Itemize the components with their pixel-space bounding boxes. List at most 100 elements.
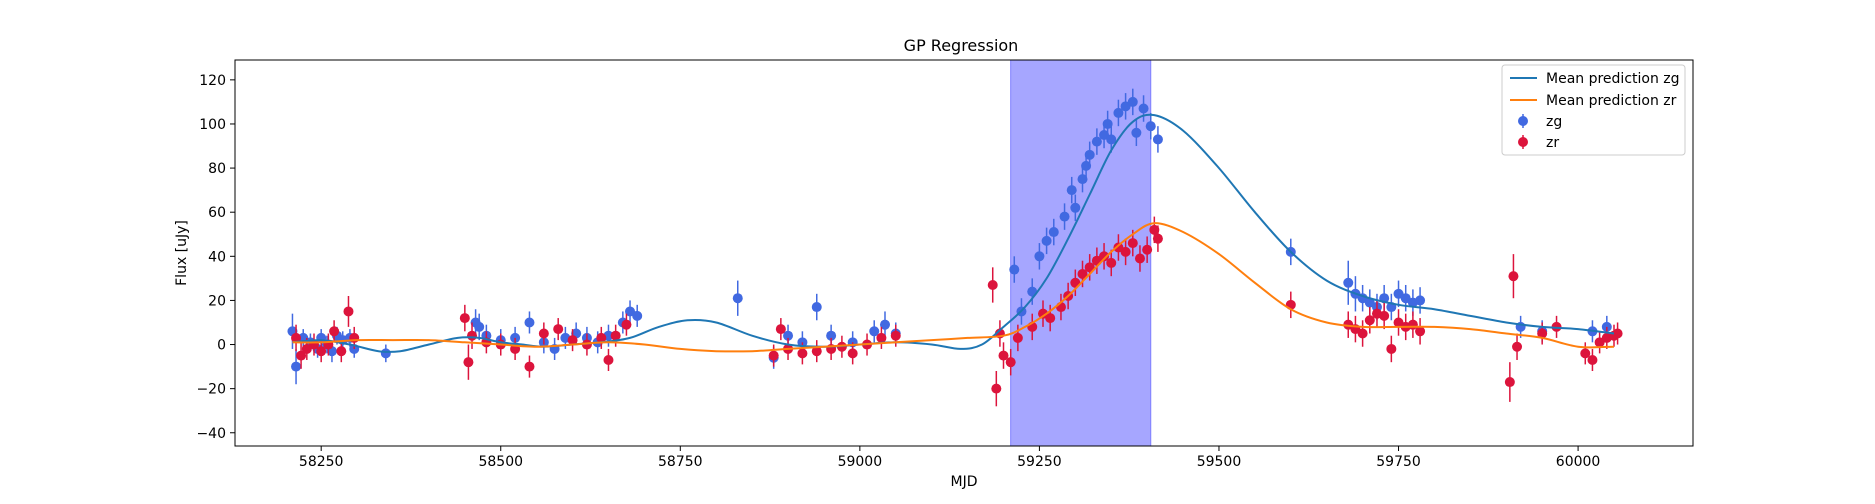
series-zr bbox=[291, 216, 1623, 407]
data-point-zr bbox=[1379, 310, 1390, 321]
x-tick-label: 58750 bbox=[658, 454, 703, 470]
data-point-zr bbox=[1005, 357, 1016, 368]
data-point-zr bbox=[621, 319, 632, 330]
legend-marker-zr bbox=[1518, 137, 1528, 147]
data-point-zg bbox=[1059, 211, 1070, 222]
data-point-zg bbox=[1152, 134, 1163, 145]
plot-area bbox=[234, 59, 1694, 447]
data-point-zr bbox=[316, 346, 327, 357]
data-point-zg bbox=[1102, 118, 1113, 129]
data-point-zr bbox=[1077, 268, 1088, 279]
data-point-zr bbox=[991, 383, 1002, 394]
data-point-zg bbox=[1070, 202, 1081, 213]
data-point-zg bbox=[1120, 101, 1131, 112]
data-point-zr bbox=[1142, 244, 1153, 255]
x-axis-ticks: 58250 58500 58750 59000 59250 59500 59750 60000 bbox=[299, 446, 1600, 470]
data-point-zr bbox=[1127, 238, 1138, 249]
data-point-zr bbox=[1580, 348, 1591, 359]
data-point-zr bbox=[524, 361, 535, 372]
errorbar-layer bbox=[287, 88, 1623, 407]
data-point-zr bbox=[343, 306, 354, 317]
x-tick-label: 58500 bbox=[478, 454, 523, 470]
data-point-zg bbox=[1084, 149, 1095, 160]
line-mean-prediction-zr bbox=[292, 222, 1615, 353]
x-tick-label: 59250 bbox=[1017, 454, 1062, 470]
line-layer bbox=[292, 113, 1615, 354]
data-point-zr bbox=[1149, 224, 1160, 235]
y-tick-label: 120 bbox=[199, 73, 226, 89]
data-point-zr bbox=[1343, 319, 1354, 330]
data-point-zr bbox=[336, 346, 347, 357]
data-point-zr bbox=[459, 313, 470, 324]
x-tick-label: 60000 bbox=[1556, 454, 1601, 470]
y-tick-label: −20 bbox=[196, 382, 226, 398]
data-point-zr bbox=[1386, 343, 1397, 354]
data-point-zr bbox=[1113, 242, 1124, 253]
data-point-zr bbox=[811, 346, 822, 357]
x-tick-label: 59500 bbox=[1197, 454, 1242, 470]
y-tick-label: −40 bbox=[196, 426, 226, 442]
data-point-zr bbox=[553, 324, 564, 335]
data-point-zg bbox=[879, 319, 890, 330]
data-point-zg bbox=[1066, 185, 1077, 196]
data-point-zr bbox=[329, 326, 340, 337]
y-tick-label: 40 bbox=[208, 249, 226, 265]
data-point-zr bbox=[1393, 317, 1404, 328]
data-point-zr bbox=[1415, 326, 1426, 337]
data-point-zr bbox=[1508, 271, 1519, 282]
data-point-zr bbox=[467, 330, 478, 341]
data-point-zr bbox=[567, 335, 578, 346]
y-tick-label: 80 bbox=[208, 161, 226, 177]
legend-label-zg-mean: Mean prediction zg bbox=[1546, 71, 1680, 87]
data-point-zg bbox=[811, 302, 822, 313]
line-mean-prediction-zg bbox=[292, 113, 1615, 354]
y-tick-label: 0 bbox=[217, 338, 226, 354]
data-point-zg bbox=[632, 310, 643, 321]
data-point-zg bbox=[1077, 174, 1088, 185]
data-point-zr bbox=[603, 354, 614, 365]
data-point-zr bbox=[1364, 315, 1375, 326]
data-point-zr bbox=[768, 350, 779, 361]
data-point-zr bbox=[1084, 262, 1095, 273]
data-point-zg bbox=[625, 306, 636, 317]
data-point-zg bbox=[1400, 293, 1411, 304]
legend-label-zr-mean: Mean prediction zr bbox=[1546, 93, 1677, 109]
data-point-zr bbox=[987, 279, 998, 290]
y-tick-label: 60 bbox=[208, 205, 226, 221]
legend-label-zr: zr bbox=[1546, 135, 1559, 151]
data-point-zr bbox=[1134, 253, 1145, 264]
data-point-zg bbox=[1099, 129, 1110, 140]
data-point-zr bbox=[538, 328, 549, 339]
data-point-zg bbox=[1034, 251, 1045, 262]
data-point-zg bbox=[1127, 96, 1138, 107]
data-point-zg bbox=[1041, 235, 1052, 246]
data-point-zg bbox=[783, 330, 794, 341]
data-point-zg bbox=[869, 326, 880, 337]
data-point-zr bbox=[1512, 341, 1523, 352]
data-point-zr bbox=[1038, 308, 1049, 319]
data-point-zr bbox=[1594, 337, 1605, 348]
data-point-zg bbox=[1145, 121, 1156, 132]
data-point-zr bbox=[596, 332, 607, 343]
data-point-zr bbox=[610, 330, 621, 341]
data-point-zr bbox=[1357, 328, 1368, 339]
legend-marker-zg bbox=[1518, 116, 1528, 126]
data-point-zg bbox=[1364, 297, 1375, 308]
data-point-zg bbox=[1081, 160, 1092, 171]
data-point-zg bbox=[1009, 264, 1020, 275]
data-point-zg bbox=[524, 317, 535, 328]
data-point-zr bbox=[998, 350, 1009, 361]
data-point-zr bbox=[1587, 354, 1598, 365]
x-tick-label: 59000 bbox=[838, 454, 883, 470]
data-point-zg bbox=[1091, 136, 1102, 147]
data-point-zr bbox=[1152, 233, 1163, 244]
data-point-zg bbox=[291, 361, 302, 372]
data-point-zr bbox=[1012, 332, 1023, 343]
x-axis-label: MJD bbox=[951, 474, 978, 490]
data-point-zg bbox=[1415, 295, 1426, 306]
data-point-zr bbox=[1099, 251, 1110, 262]
data-point-zg bbox=[380, 348, 391, 359]
data-point-zg bbox=[1048, 227, 1059, 238]
